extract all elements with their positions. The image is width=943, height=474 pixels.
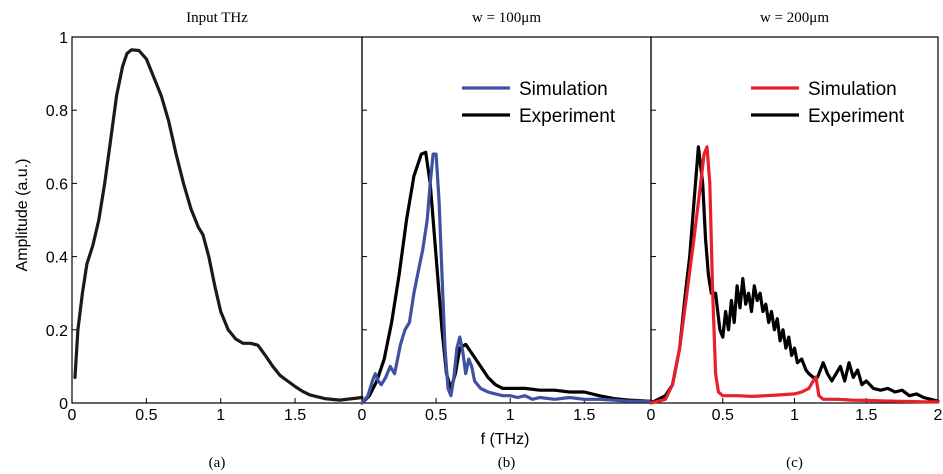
x-tick-label: 1 [506, 407, 515, 424]
series-line-simulation [649, 145, 940, 405]
x-tick-label: 1.5 [284, 407, 306, 424]
plot-frame [71, 36, 363, 404]
y-tick-label: 1 [59, 30, 68, 47]
series-line-experiment [360, 150, 653, 405]
x-tick-label: 0.5 [712, 407, 734, 424]
series-line-input [73, 48, 364, 402]
x-tick-label: 1.5 [573, 407, 595, 424]
series-line-simulation [360, 152, 653, 405]
panels: 0 0.2 0.4 0.6 0.8 1 0 0.5 1 1.5 Input THz (a) 0 0.5 1 1… [46, 10, 943, 471]
x-tick-label: 0 [647, 407, 656, 424]
panel-caption: (c) [786, 455, 803, 471]
x-tick-label: 0 [358, 407, 367, 424]
panel-title: Input THz [186, 10, 248, 26]
panel-title: w = 200μm [760, 10, 829, 26]
x-tick-label: 0 [68, 407, 77, 424]
y-tick-label: 0.6 [46, 176, 68, 193]
x-tick-label: 0.5 [135, 407, 157, 424]
x-tick-label: 1 [790, 407, 799, 424]
y-tick-label: 0.8 [46, 103, 68, 120]
y-tick-label: 0.2 [46, 323, 68, 340]
y-tick-label: 0.4 [46, 250, 68, 267]
panel-b: 0 0.5 1 1.5 w = 100μm (b) Simulation Experiment [358, 10, 653, 471]
series-line-experiment [649, 145, 940, 405]
x-tick-label: 0.5 [425, 407, 447, 424]
y-axis-label: Amplitude (a.u.) [14, 159, 31, 272]
legend-label: Simulation [519, 79, 608, 100]
panel-c: 0 0.5 1 1.5 2 w = 200μm (c) Simulation Experimen… [647, 10, 943, 471]
x-tick-label: 1 [216, 407, 225, 424]
x-axis-label: f (THz) [481, 431, 530, 448]
panel-a: 0 0.2 0.4 0.6 0.8 1 0 0.5 1 1.5 Input THz (a) [46, 10, 364, 471]
legend-label: Experiment [808, 106, 905, 127]
x-tick-label: 1.5 [855, 407, 877, 424]
panel-caption: (a) [209, 455, 226, 471]
x-tick-label: 2 [934, 407, 943, 424]
panel-caption: (b) [498, 455, 516, 471]
legend-label: Simulation [808, 79, 897, 100]
panel-title: w = 100μm [472, 10, 541, 26]
legend-label: Experiment [519, 106, 616, 127]
y-tick-label: 0 [59, 396, 68, 413]
